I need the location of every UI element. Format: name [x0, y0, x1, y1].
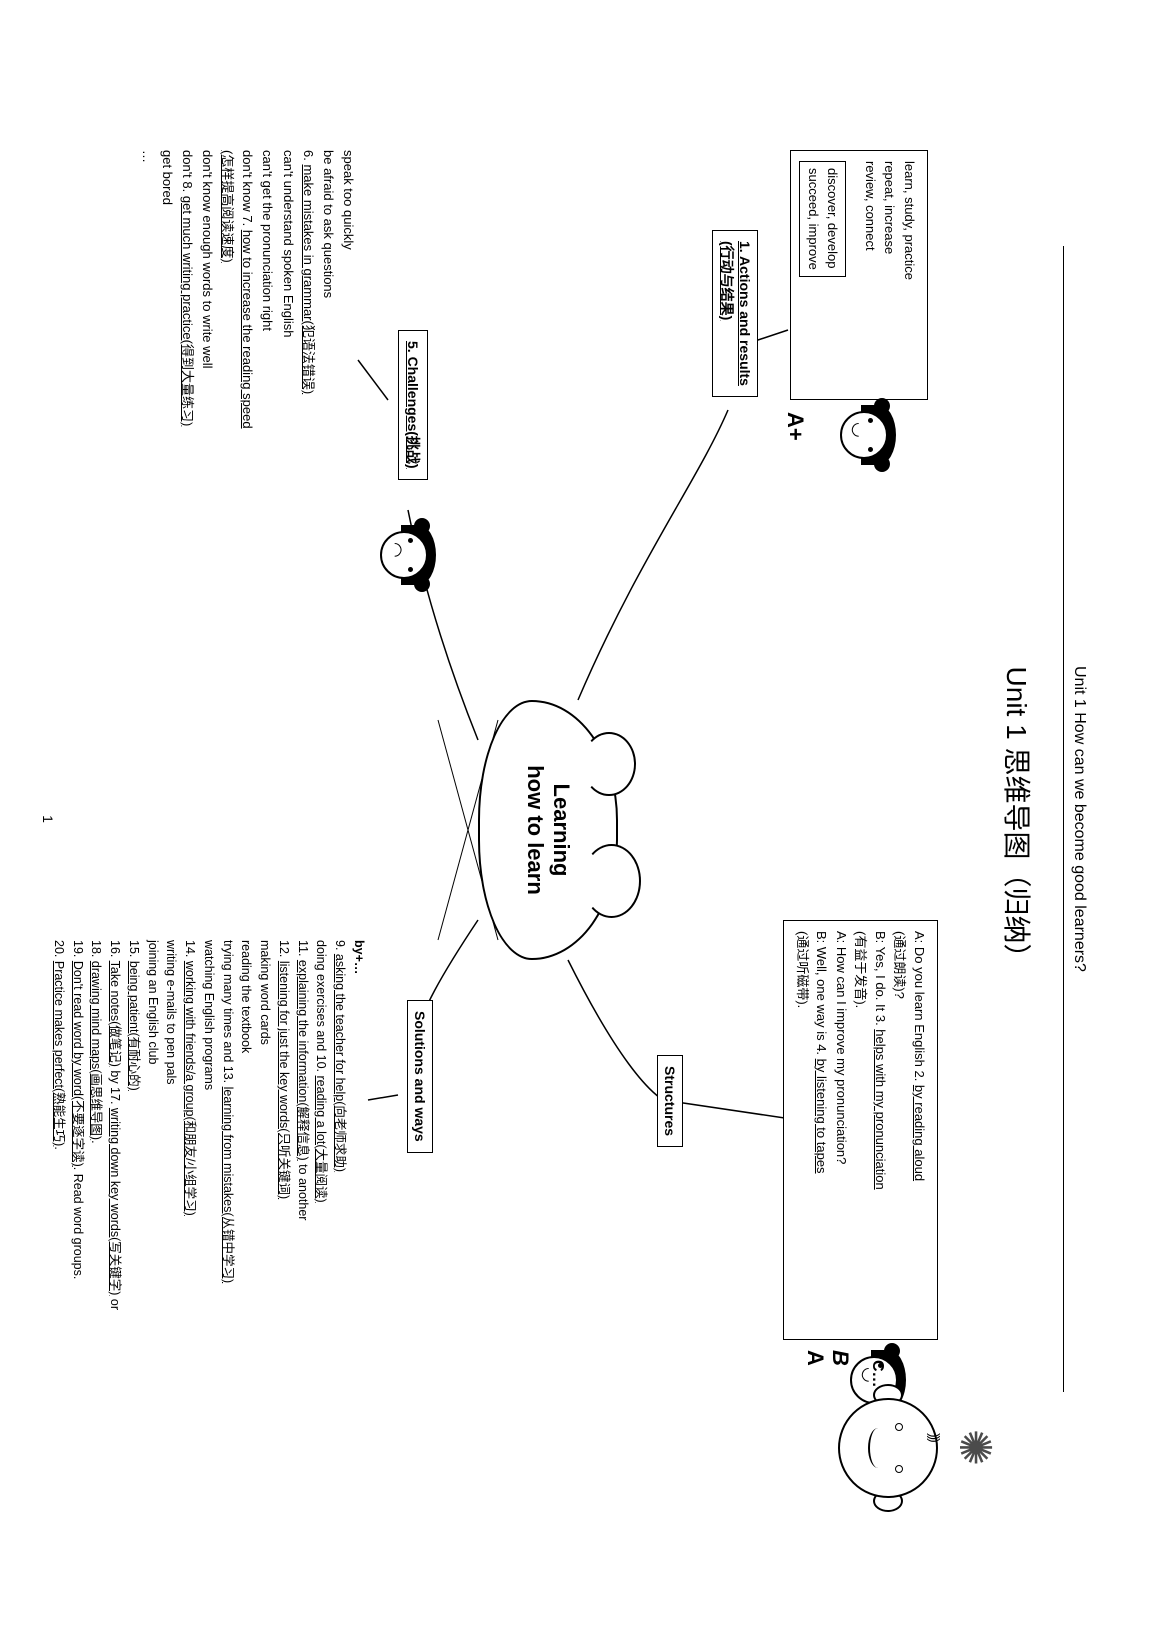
actions-line: repeat, increase — [880, 161, 900, 389]
cartoon-sad-face-icon — [368, 520, 438, 590]
solutions-line: writing e-mails to pen pals — [162, 940, 181, 1580]
solutions-line: trying many times and 13. learning from … — [218, 940, 237, 1580]
structures-line: (有益于发音). — [851, 931, 871, 1329]
actions-line: review, connect — [861, 161, 881, 389]
grade-a: A — [802, 1350, 828, 1366]
solutions-line: 9. asking the teacher for help(向老师求助) — [331, 940, 350, 1580]
challenges-label: 5. Challenges(挑战) — [398, 330, 428, 480]
structures-line: A: How can I improve my pronunciation? — [832, 931, 852, 1329]
solutions-line: watching English programs — [199, 940, 218, 1580]
page-header: Unit 1 How can we become good learners? — [1063, 246, 1088, 1393]
structures-line: B: Yes, I do. It 3. helps with my pronun… — [871, 931, 891, 1329]
actions-subbox: discover, develop succeed, improve — [800, 161, 847, 277]
solutions-line: making word cards — [256, 940, 275, 1580]
structures-line: (通过朗读)? — [890, 931, 910, 1329]
challenges-line: … — [136, 150, 156, 620]
page-title: Unit 1 思维导图（归纳） — [998, 0, 1038, 1638]
actions-vocab-box: learn, study, practice repeat, increase … — [791, 150, 929, 400]
solutions-line: by+… — [349, 940, 368, 1580]
sun-icon — [948, 1433, 988, 1473]
cartoon-face-icon — [828, 400, 898, 470]
challenges-line: can't get the pronunciation right — [257, 150, 277, 620]
challenges-line: get bored — [157, 150, 177, 620]
grade-a-plus: A+ — [782, 412, 808, 441]
actions-line: discover, develop — [823, 168, 843, 270]
solutions-line: 14. working with friends/a group(和朋友/小组学… — [181, 940, 200, 1580]
solutions-line: 11. explaining the information(解释信息) to … — [293, 940, 312, 1580]
solutions-list: by+…9. asking the teacher for help(向老师求助… — [49, 940, 368, 1580]
solutions-line: 20. Practice makes perfect(熟能生巧). — [49, 940, 68, 1580]
center-line2: how to learn — [522, 761, 548, 899]
solutions-line: 16. Take notes(做笔记) by 17. writing down … — [106, 940, 125, 1580]
challenges-line: don't know 7. how to increase the readin… — [237, 150, 257, 620]
page-rotated-content: Unit 1 How can we become good learners? … — [0, 0, 1158, 1638]
actions-line: succeed, improve — [804, 168, 824, 270]
solutions-line: doing exercises and 10. reading a lot(大量… — [312, 940, 331, 1580]
actions-line: learn, study, practice — [900, 161, 920, 389]
solutions-line: reading the textbook — [237, 940, 256, 1580]
challenges-line: can't understand spoken English — [277, 150, 297, 620]
structures-label: Structures — [657, 1055, 683, 1147]
solutions-line: 15. being patient(有耐心的) — [124, 940, 143, 1580]
challenges-list: speak too quicklybe afraid to ask questi… — [136, 150, 358, 620]
challenges-line: don't 8. get much writing practice(得到大量练… — [177, 150, 197, 620]
solutions-line: 12. listening for just the key words(只听关… — [274, 940, 293, 1580]
challenges-line: be afraid to ask questions — [318, 150, 338, 620]
actions-results-label: 1. Actions and results(行动与结果) — [712, 230, 758, 397]
structures-line: B: Well, one way is 4. by listening to t… — [812, 931, 832, 1329]
grade-b: B — [827, 1350, 853, 1366]
challenges-line: don't know enough words to write well — [197, 150, 217, 620]
big-smiley-face-icon: ) ) ) — [818, 1388, 948, 1508]
solutions-line: 19. Don't read word by word(不要逐字读). Read… — [68, 940, 87, 1580]
solutions-line: joining an English club — [143, 940, 162, 1580]
challenges-line: (怎样提高阅读速度) — [217, 150, 237, 620]
structures-line: A: Do you learn English 2. by reading al… — [910, 931, 930, 1329]
center-line1: Learning — [548, 780, 574, 881]
challenges-line: speak too quickly — [338, 150, 358, 620]
structures-line: (通过听磁带). — [793, 931, 813, 1329]
structures-dialogue-box: A: Do you learn English 2. by reading al… — [784, 920, 939, 1340]
solutions-line: 18. drawing mind maps(画思维导图). — [87, 940, 106, 1580]
center-topic: Learning how to learn — [478, 700, 618, 960]
solutions-label: Solutions and ways — [407, 1000, 433, 1153]
challenges-line: 6. make mistakes in grammar(犯语法错误) — [298, 150, 318, 620]
page-number: 1 — [40, 815, 56, 823]
